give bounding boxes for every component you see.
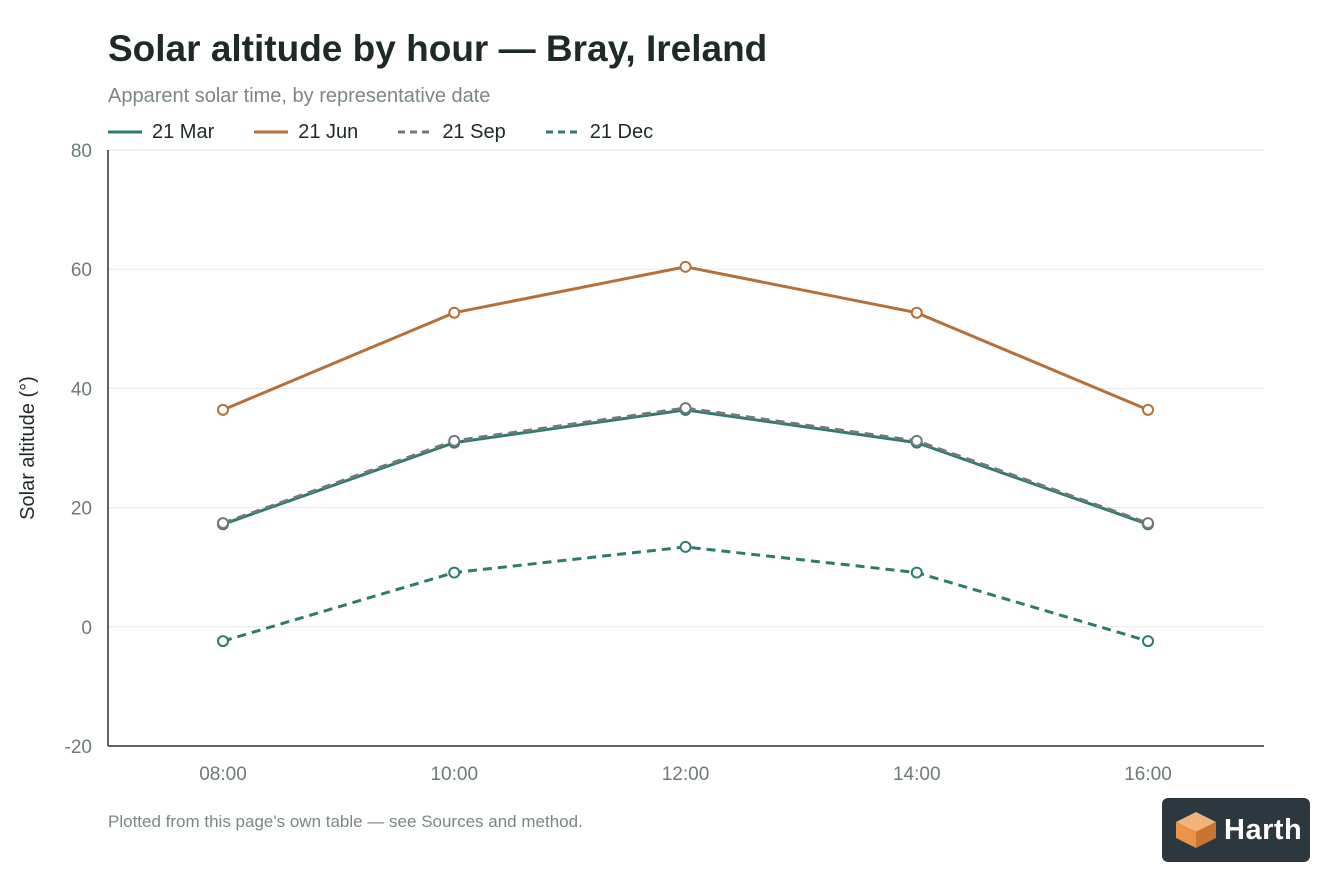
data-point-21-dec xyxy=(910,566,923,579)
legend-swatch-dashed-teal xyxy=(545,130,580,134)
data-point-21-jun xyxy=(448,306,461,319)
x-tick-label: 16:00 xyxy=(1124,764,1172,785)
cube-logo-icon xyxy=(1176,812,1216,848)
brand-name: Harth xyxy=(1224,813,1303,846)
data-point-21-dec xyxy=(1142,635,1154,648)
data-point-21-jun xyxy=(217,403,229,416)
data-point-21-jun xyxy=(910,306,923,319)
data-point-21-sep xyxy=(679,402,692,415)
footnote: Plotted from this page's own table — see… xyxy=(108,812,583,831)
legend-item-21-sep[interactable]: 21 Sep xyxy=(398,120,506,144)
y-tick-label: -20 xyxy=(65,737,92,758)
data-point-21-dec xyxy=(217,635,229,648)
legend-label: 21 Dec xyxy=(589,120,654,143)
legend-swatch-solid-teal xyxy=(108,130,142,134)
legend-item-21-mar[interactable]: 21 Mar xyxy=(108,121,214,144)
data-point-21-dec xyxy=(448,566,461,579)
data-point-21-sep xyxy=(910,434,923,447)
y-axis-label: Solar altitude (°) xyxy=(17,376,39,520)
legend-swatch-dashed-gray xyxy=(398,130,433,134)
legend: 21 Mar 21 Jun 21 Sep 21 Dec xyxy=(108,119,693,145)
legend-label: 21 Mar xyxy=(152,120,215,143)
data-point-21-jun xyxy=(679,260,692,273)
data-point-21-jun xyxy=(1142,403,1154,416)
y-tick-label: 0 xyxy=(81,618,92,639)
chart-subtitle: Apparent solar time, by representative d… xyxy=(108,85,491,107)
data-point-21-sep xyxy=(448,434,461,447)
legend-label: 21 Sep xyxy=(442,120,506,143)
data-point-21-dec xyxy=(679,540,692,553)
y-tick-label: 40 xyxy=(71,379,92,400)
y-tick-label: 20 xyxy=(71,499,92,520)
data-point-21-sep xyxy=(217,517,229,530)
series-line-21-sep xyxy=(222,406,1149,525)
legend-label: 21 Jun xyxy=(298,120,359,143)
legend-item-21-dec[interactable]: 21 Dec xyxy=(545,120,654,144)
x-tick-label: 14:00 xyxy=(893,764,941,785)
chart-title: Solar altitude by hour — Bray, Ireland xyxy=(108,28,768,69)
x-tick-label: 10:00 xyxy=(430,764,478,785)
data-point-21-sep xyxy=(1142,517,1154,530)
legend-swatch-solid-orange xyxy=(254,130,289,134)
brand-badge[interactable]: Harth xyxy=(1162,798,1310,862)
x-tick-label: 12:00 xyxy=(662,764,710,785)
x-tick-label: 08:00 xyxy=(199,764,247,785)
y-tick-label: 60 xyxy=(71,260,92,281)
y-tick-label: 80 xyxy=(71,141,92,162)
legend-item-21-jun[interactable]: 21 Jun xyxy=(254,121,358,144)
